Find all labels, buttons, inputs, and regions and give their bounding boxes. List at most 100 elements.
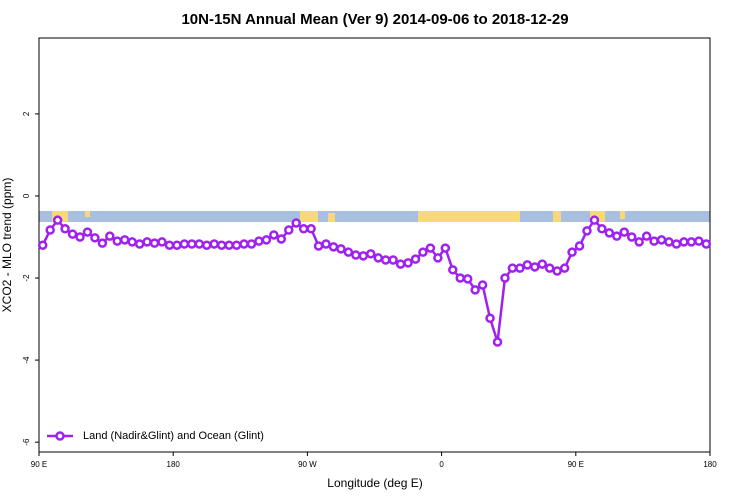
point (567, 247, 577, 257)
point (559, 263, 570, 273)
point (127, 237, 137, 247)
point (284, 225, 294, 235)
point (448, 265, 458, 275)
point (328, 242, 339, 252)
point (351, 250, 361, 260)
point (604, 228, 615, 238)
y-tick-label: 0 (22, 193, 31, 198)
point (179, 239, 190, 249)
point (75, 232, 85, 242)
point (60, 224, 70, 234)
point (187, 239, 197, 249)
land-ocean-strip (39, 211, 710, 222)
point (686, 237, 697, 247)
x-tick-label: 90 W (298, 460, 317, 469)
x-tick-label: 90 E (568, 460, 584, 469)
point (45, 225, 55, 235)
point (90, 233, 100, 243)
y-axis-label: XCO2 - MLO trend (ppm) (0, 178, 14, 313)
point (612, 231, 622, 241)
point (380, 255, 391, 265)
point (522, 260, 533, 270)
legend-label: Land (Nadir&Glint) and Ocean (Glint) (83, 430, 264, 442)
point (52, 215, 63, 225)
chart-title: 10N-15N Annual Mean (Ver 9) 2014-09-06 t… (181, 11, 568, 28)
point (97, 238, 108, 248)
point (507, 263, 518, 273)
point (134, 239, 145, 249)
point (224, 240, 234, 250)
point (418, 247, 428, 257)
point (537, 259, 547, 269)
point (112, 236, 123, 246)
point (530, 262, 540, 272)
point (500, 273, 510, 283)
y-tick-label: 2 (22, 111, 31, 116)
point (582, 226, 592, 236)
x-tick-label: 180 (703, 460, 717, 469)
point (701, 239, 712, 249)
point (142, 237, 152, 247)
point (82, 227, 93, 237)
point (626, 232, 637, 242)
point (373, 253, 383, 263)
point (194, 239, 205, 249)
point (574, 241, 585, 251)
point (544, 263, 555, 273)
point (552, 266, 562, 276)
point (485, 313, 495, 323)
point (433, 253, 443, 263)
point (679, 237, 689, 247)
point (209, 239, 219, 249)
point (671, 239, 682, 249)
point (246, 239, 257, 249)
point (67, 229, 78, 239)
point (634, 237, 644, 247)
point (455, 273, 465, 283)
point (105, 231, 115, 241)
point (261, 235, 272, 245)
point (321, 239, 331, 249)
point (291, 218, 301, 228)
point (440, 243, 451, 253)
point (157, 237, 167, 247)
point (276, 234, 287, 244)
y-tick-label: -2 (22, 274, 31, 282)
point (477, 280, 488, 290)
legend-marker (55, 431, 65, 441)
x-tick-label: 0 (439, 460, 444, 469)
point (306, 224, 316, 234)
point (694, 236, 704, 246)
point (336, 244, 346, 254)
y-tick-label: -6 (22, 438, 31, 446)
point (149, 238, 160, 248)
y-tick-label: -4 (22, 356, 31, 364)
point (313, 241, 324, 251)
point (239, 239, 249, 249)
x-tick-label: 90 E (31, 460, 47, 469)
point (343, 247, 354, 257)
point (410, 254, 421, 264)
x-tick-label: 180 (167, 460, 181, 469)
point (395, 259, 406, 269)
point (269, 230, 279, 240)
x-axis-label: Longitude (deg E) (327, 476, 422, 490)
point (388, 255, 398, 265)
point (462, 274, 473, 284)
point (216, 240, 227, 250)
point (425, 243, 436, 253)
point (492, 337, 503, 347)
point (515, 263, 525, 273)
point (656, 235, 667, 245)
point (597, 224, 607, 234)
point (470, 285, 480, 295)
point (37, 240, 48, 250)
point (172, 240, 182, 250)
point (119, 235, 130, 245)
point (231, 240, 242, 250)
point (403, 258, 413, 268)
point (164, 240, 175, 250)
point (619, 227, 630, 237)
point (589, 215, 600, 225)
